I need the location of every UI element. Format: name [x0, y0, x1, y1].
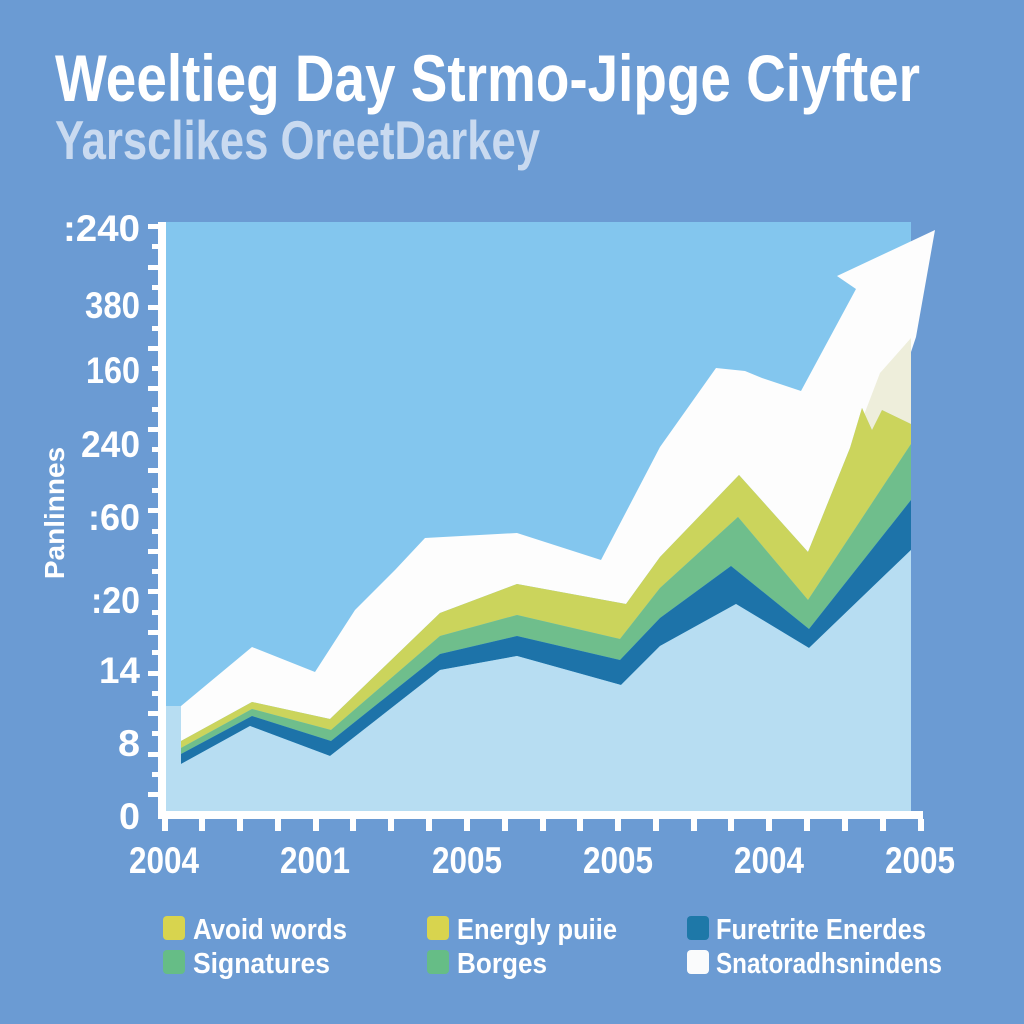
svg-text:14: 14 [99, 650, 140, 691]
svg-text:2005: 2005 [583, 840, 653, 881]
svg-text:2004: 2004 [734, 840, 804, 881]
svg-text:Furetrite Enerdes: Furetrite Enerdes [716, 914, 926, 946]
svg-text:2004: 2004 [129, 840, 199, 881]
svg-text::240: :240 [63, 208, 140, 249]
svg-text:Panlinnes: Panlinnes [39, 447, 70, 579]
svg-text:Avoid words: Avoid words [193, 914, 347, 946]
svg-text:Weeltieg Day Strmo-Jipge Ciyft: Weeltieg Day Strmo-Jipge Ciyfter [55, 41, 920, 115]
svg-text:Snatoradhsnindens: Snatoradhsnindens [716, 948, 942, 980]
svg-text:Yarsclikes OreetDarkey: Yarsclikes OreetDarkey [55, 109, 540, 171]
svg-text:Signatures: Signatures [193, 948, 330, 980]
svg-text:2005: 2005 [885, 840, 955, 881]
svg-text:240: 240 [81, 424, 140, 465]
svg-text:Energly puiie: Energly puiie [457, 914, 617, 946]
svg-text::60: :60 [88, 497, 140, 538]
svg-text:2001: 2001 [280, 840, 350, 881]
svg-text:8: 8 [118, 723, 140, 764]
svg-text:Borges: Borges [457, 948, 547, 980]
svg-text:2005: 2005 [432, 840, 502, 881]
svg-text:160: 160 [86, 350, 140, 391]
svg-text:380: 380 [85, 285, 140, 326]
svg-text::20: :20 [91, 580, 140, 621]
svg-text:0: 0 [119, 796, 140, 837]
